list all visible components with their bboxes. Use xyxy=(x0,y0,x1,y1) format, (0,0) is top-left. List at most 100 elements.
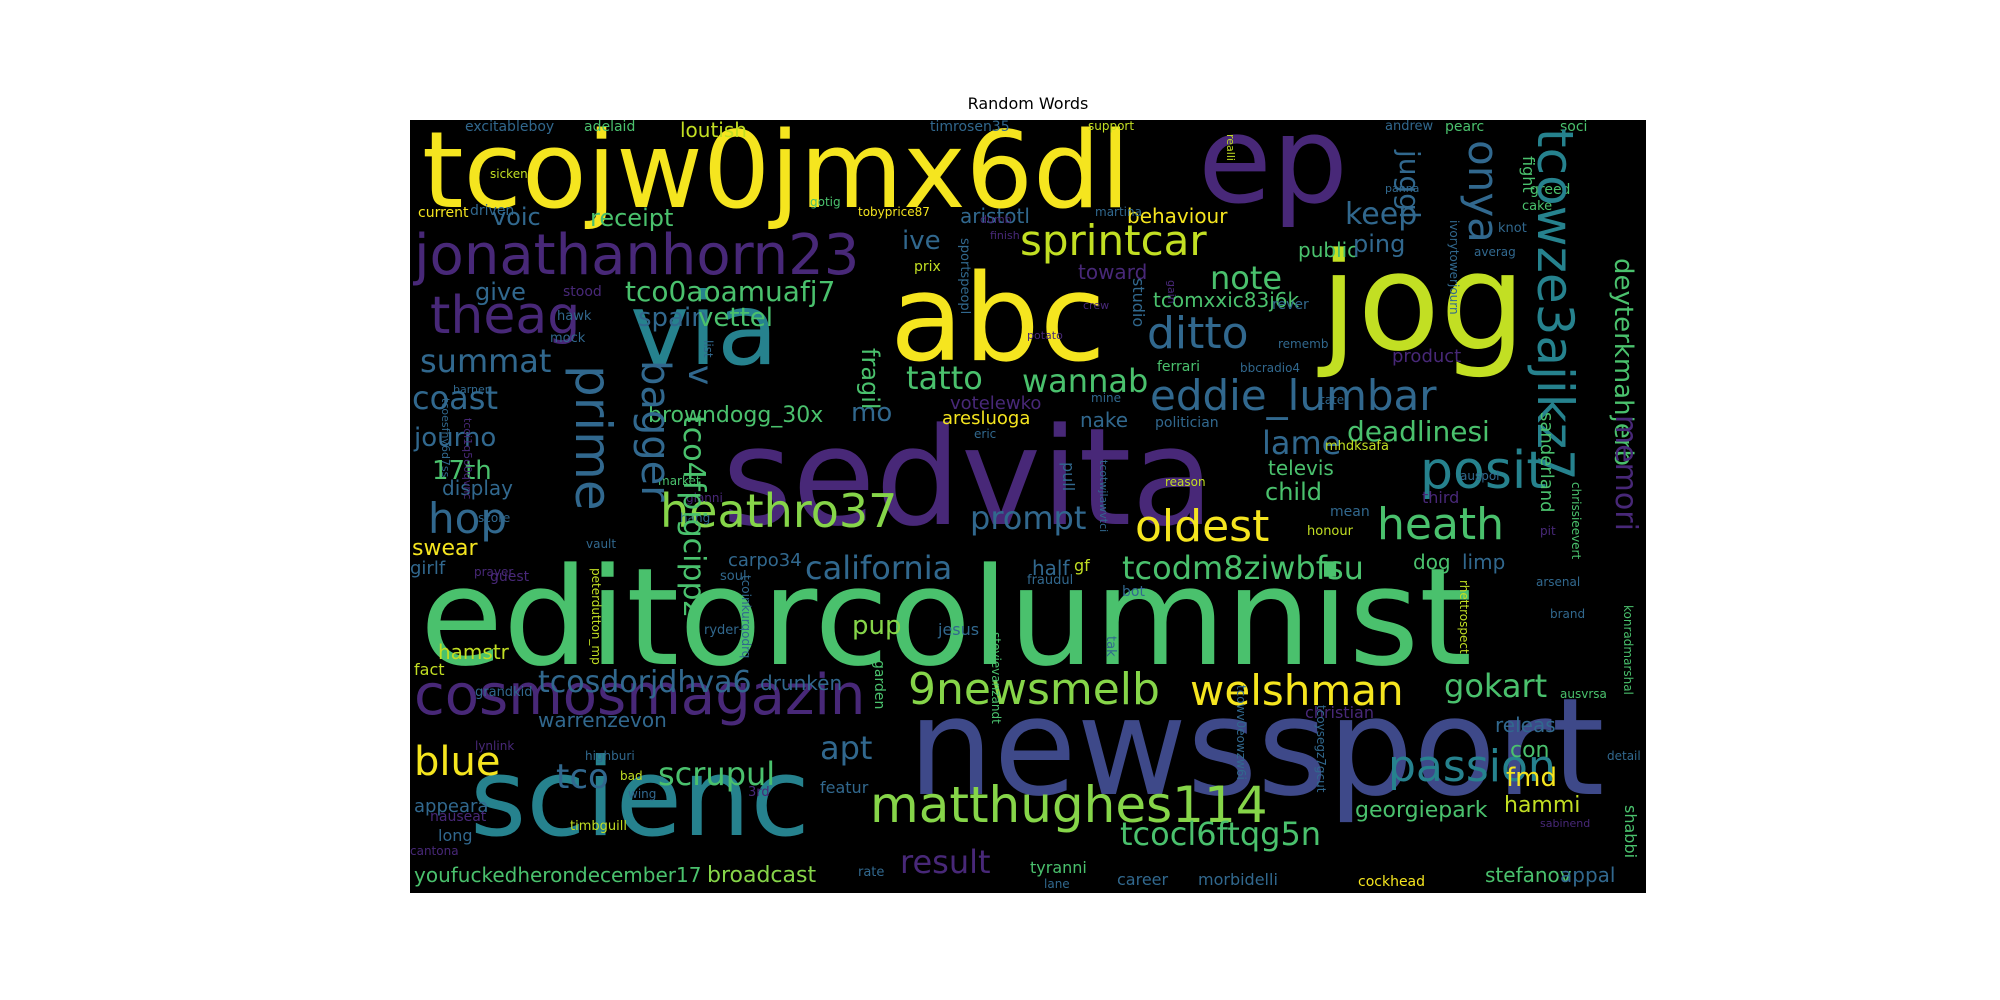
cloud-word: potato xyxy=(1027,329,1063,342)
cloud-word: studio xyxy=(1129,278,1148,328)
cloud-word: journo xyxy=(414,423,497,453)
cloud-word: tcodm8ziwbfsu xyxy=(1122,549,1364,587)
cloud-word: fmd xyxy=(1506,763,1557,793)
cloud-word: welshman xyxy=(1190,666,1404,715)
cloud-word: tate xyxy=(1320,393,1345,407)
cloud-word: aresluoga xyxy=(942,408,1031,429)
cloud-word: panna xyxy=(1385,182,1420,195)
cloud-word: tco xyxy=(556,757,609,797)
cloud-word: excitableboy xyxy=(465,120,555,135)
cloud-word: crew xyxy=(1083,299,1110,312)
cloud-word: pearc xyxy=(1445,120,1485,135)
cloud-word: tcoinkurqodrq xyxy=(739,575,753,659)
cloud-word: vettel xyxy=(698,303,773,333)
cloud-word: rememb xyxy=(1278,337,1329,351)
cloud-word: averag xyxy=(1474,245,1516,259)
cloud-word: long xyxy=(438,826,473,845)
cloud-word: tatto xyxy=(906,359,983,397)
cloud-word: sportspeopl xyxy=(957,238,972,315)
cloud-word: gokart xyxy=(1444,667,1548,705)
cloud-word: note xyxy=(1210,259,1283,297)
cloud-word: onya xyxy=(1459,140,1508,243)
cloud-word: gf xyxy=(1074,556,1090,575)
cloud-word: matthughes114 xyxy=(870,776,1268,834)
cloud-word: blue xyxy=(414,739,501,785)
cloud-word: brand xyxy=(1550,607,1586,621)
cloud-word: morbidelli xyxy=(1198,870,1278,889)
cloud-word: nake xyxy=(1080,408,1129,432)
cloud-word: prime xyxy=(564,365,622,511)
cloud-word: appal xyxy=(1560,863,1616,887)
cloud-word: gotig xyxy=(810,195,841,209)
cloud-word: rate xyxy=(858,865,885,880)
cloud-word: via xyxy=(630,271,779,388)
cloud-word: ep xyxy=(1198,120,1348,231)
cloud-word: gianni xyxy=(686,491,723,505)
cloud-word: heath xyxy=(1377,499,1505,550)
cloud-word: keep xyxy=(1345,197,1418,232)
cloud-word: carpo34 xyxy=(728,550,802,571)
cloud-word: con xyxy=(1510,738,1550,763)
cloud-word: result xyxy=(900,843,991,881)
cloud-word: lane xyxy=(1044,877,1070,891)
cloud-word: gain xyxy=(1165,280,1178,304)
cloud-word: 3rd xyxy=(748,785,770,800)
cloud-word: juggl xyxy=(1393,150,1426,219)
cloud-word: christian xyxy=(1305,703,1374,722)
cloud-word: score xyxy=(478,511,511,525)
cloud-word: reason xyxy=(1165,475,1206,489)
cloud-word: arsenal xyxy=(1536,575,1581,589)
cloud-word: voic xyxy=(492,203,541,231)
cloud-word: broadcast xyxy=(707,863,817,888)
cloud-word: sedvita xyxy=(722,399,1215,556)
cloud-word: ryder xyxy=(704,623,739,638)
cloud-word: ditto xyxy=(1147,308,1249,359)
cloud-word: highburi xyxy=(585,749,635,763)
cloud-word: california xyxy=(805,549,953,587)
cloud-word: stood xyxy=(563,284,602,300)
cloud-word: posit xyxy=(1420,441,1547,501)
cloud-word: cockhead xyxy=(1358,874,1426,890)
cloud-word: hammi xyxy=(1504,793,1581,818)
cloud-word: summat xyxy=(420,342,552,380)
cloud-word: theag xyxy=(430,286,581,346)
cloud-word: sicken xyxy=(490,167,528,181)
cloud-word: rever xyxy=(1272,297,1309,313)
cloud-word: vault xyxy=(586,537,617,551)
cloud-word: toward xyxy=(1078,260,1148,284)
cloud-word: receipt xyxy=(590,204,674,232)
cloud-word: deadlinesi xyxy=(1347,415,1490,448)
cloud-word: chrissieevert xyxy=(1569,482,1583,560)
cloud-word: eric xyxy=(974,427,997,441)
cloud-word: market xyxy=(658,474,701,488)
cloud-word: votelewko xyxy=(950,393,1042,414)
cloud-word: tcowv0eowzw6i xyxy=(1234,685,1248,780)
cloud-word: releas xyxy=(1495,713,1556,737)
cloud-word: cosmosmagazin xyxy=(414,663,866,728)
cloud-word: lynlink xyxy=(475,739,515,753)
cloud-word: fraudul xyxy=(1027,573,1074,588)
cloud-word: tcoysegz7gcut xyxy=(1314,705,1328,793)
cloud-word: sprintcar xyxy=(1020,216,1207,265)
cloud-word: 9newsmelb xyxy=(908,664,1160,715)
cloud-word: give xyxy=(475,278,526,306)
cloud-word: product xyxy=(1392,346,1462,367)
cloud-word: cantona xyxy=(410,844,459,858)
cloud-word: appeara xyxy=(414,796,489,817)
cloud-word: tcojw0jmx6dl xyxy=(422,120,1130,232)
cloud-word: career xyxy=(1117,870,1169,889)
cloud-word: memori xyxy=(1608,415,1643,531)
cloud-word: ivorytowerjourn xyxy=(1447,220,1461,315)
cloud-word: apt xyxy=(820,729,873,767)
cloud-word: pup xyxy=(852,611,902,641)
cloud-word: tcoesfhy6d7ss xyxy=(439,398,452,478)
cloud-word: andrew xyxy=(1385,120,1434,134)
cloud-word: list xyxy=(701,340,715,358)
cloud-word: behaviour xyxy=(1127,204,1228,228)
cloud-word: ping xyxy=(1353,230,1406,258)
cloud-word: bad xyxy=(620,769,643,783)
cloud-word: dog xyxy=(1413,550,1451,574)
cloud-word: tco0aoamuafj7 xyxy=(625,275,836,308)
cloud-word: mo xyxy=(851,398,893,428)
cloud-word: scienc xyxy=(470,736,810,861)
